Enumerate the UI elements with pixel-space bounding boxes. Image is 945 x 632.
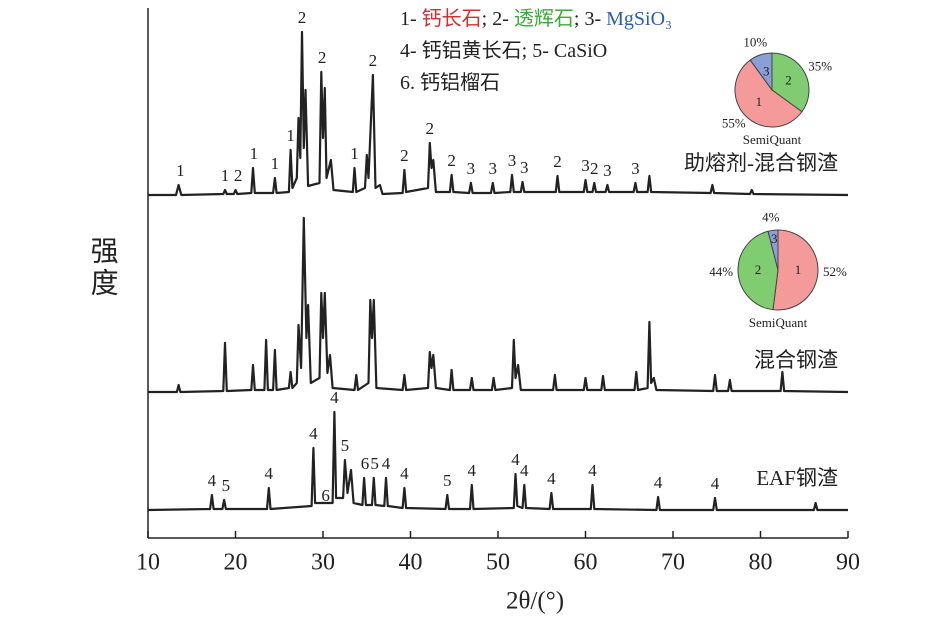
legend-entry: 6. 钙铝榴石 [400,71,500,94]
pie-slice [749,52,773,92]
pie-slice [772,229,819,311]
peak-label: 4 [511,450,520,469]
pie-category: 1 [795,262,802,277]
peak-label: 5 [222,476,231,495]
y-axis-label: 强度 [87,236,118,300]
legend-text: 4- 钙铝黄长石; 5- CaSiO [400,39,607,62]
peak-label: 3 [489,159,498,178]
peak-label: 4 [309,424,318,443]
peak-label: 2 [318,48,327,67]
peak-label: 2 [590,159,599,178]
legend-text: ; 2- [482,8,514,30]
pie-value-label: 55% [722,116,746,131]
peak-label: 1 [350,144,359,163]
pie-category: 3 [763,63,770,78]
pie-slice [767,229,779,271]
peak-label: 3 [631,159,640,178]
peak-label: 2 [553,152,562,171]
x-tick-label: 20 [224,550,248,576]
pie-slice [734,59,803,128]
peak-label: 4 [711,474,720,493]
pie-category: 3 [771,231,778,246]
peak-label: 6 [361,454,370,473]
pie-value-label: 4% [762,209,780,224]
peak-label: 1 [271,154,280,173]
peak-label: 2 [400,146,409,165]
legend-text: 透辉石 [514,7,574,30]
legend-text: MgSiO₃ [606,8,672,30]
x-tick-label: 90 [836,550,860,576]
xrd-trace [148,216,849,394]
pie-category: 1 [756,94,763,109]
pie-slice [737,230,779,311]
pie-value-label: 52% [823,264,847,279]
xrd-trace [148,30,849,197]
peak-label: 6 [321,486,330,505]
pie-category: 2 [755,262,762,277]
x-tick-label: 40 [399,550,423,576]
peak-label: 1 [176,161,185,180]
x-tick-label: 50 [486,550,510,576]
peak-label: 4 [588,461,597,480]
peak-label: 3 [508,151,517,170]
xrd-trace [147,410,848,512]
legend-entry: 4- 钙铝黄长石; 5- CaSiO [400,39,607,62]
peak-label: 3 [520,158,529,177]
peak-label: 1 [221,166,230,185]
peak-label: 5 [443,471,452,490]
legend-text: ; 3- [574,8,606,30]
peak-label: 4 [654,473,663,492]
peak-label: 3 [581,156,590,175]
peak-label: 4 [330,388,339,407]
pie-value-label: 44% [709,264,733,279]
peak-label: 2 [234,166,243,185]
peak-label: 1 [250,144,259,163]
peak-label: 4 [520,461,529,480]
legend-text: 6. 钙铝榴石 [400,71,500,94]
peak-label: 3 [603,161,612,180]
peak-label: 2 [298,8,307,27]
trace-label: EAF钢渣 [756,466,838,490]
peak-label: 2 [426,119,435,138]
trace-label: 助熔剂-混合钢渣 [684,151,838,175]
pie-caption: SemiQuant [743,132,802,147]
peak-label: 1 [286,126,295,145]
pie-value-label: 35% [808,59,832,74]
x-tick-label: 60 [574,550,598,576]
x-tick-label: 70 [661,550,685,576]
legend-text: 1- [400,8,422,30]
peak-label: 2 [369,51,378,70]
peak-label: 2 [447,151,456,170]
peak-label: 4 [547,469,556,488]
pie-slice [771,52,810,113]
pie-category: 2 [785,73,792,88]
peak-label: 4 [468,461,477,480]
peak-label: 4 [265,464,274,483]
legend-entry: 1- 钙长石; 2- 透辉石; 3- MgSiO₃ [400,7,672,30]
legend-text: 钙长石 [422,7,482,30]
peak-label: 5 [341,436,350,455]
peak-label: 4 [382,454,391,473]
pie-value-label: 10% [743,34,767,49]
x-tick-label: 10 [136,550,160,576]
peak-label: 5 [370,454,379,473]
x-tick-label: 80 [749,550,773,576]
x-tick-label: 30 [311,550,335,576]
peak-label: 3 [467,159,476,178]
peak-label: 4 [208,471,217,490]
x-axis-label: 2θ/(°) [506,588,564,615]
pie-caption: SemiQuant [749,315,808,330]
trace-label: 混合钢渣 [754,348,838,372]
peak-label: 4 [400,464,409,483]
